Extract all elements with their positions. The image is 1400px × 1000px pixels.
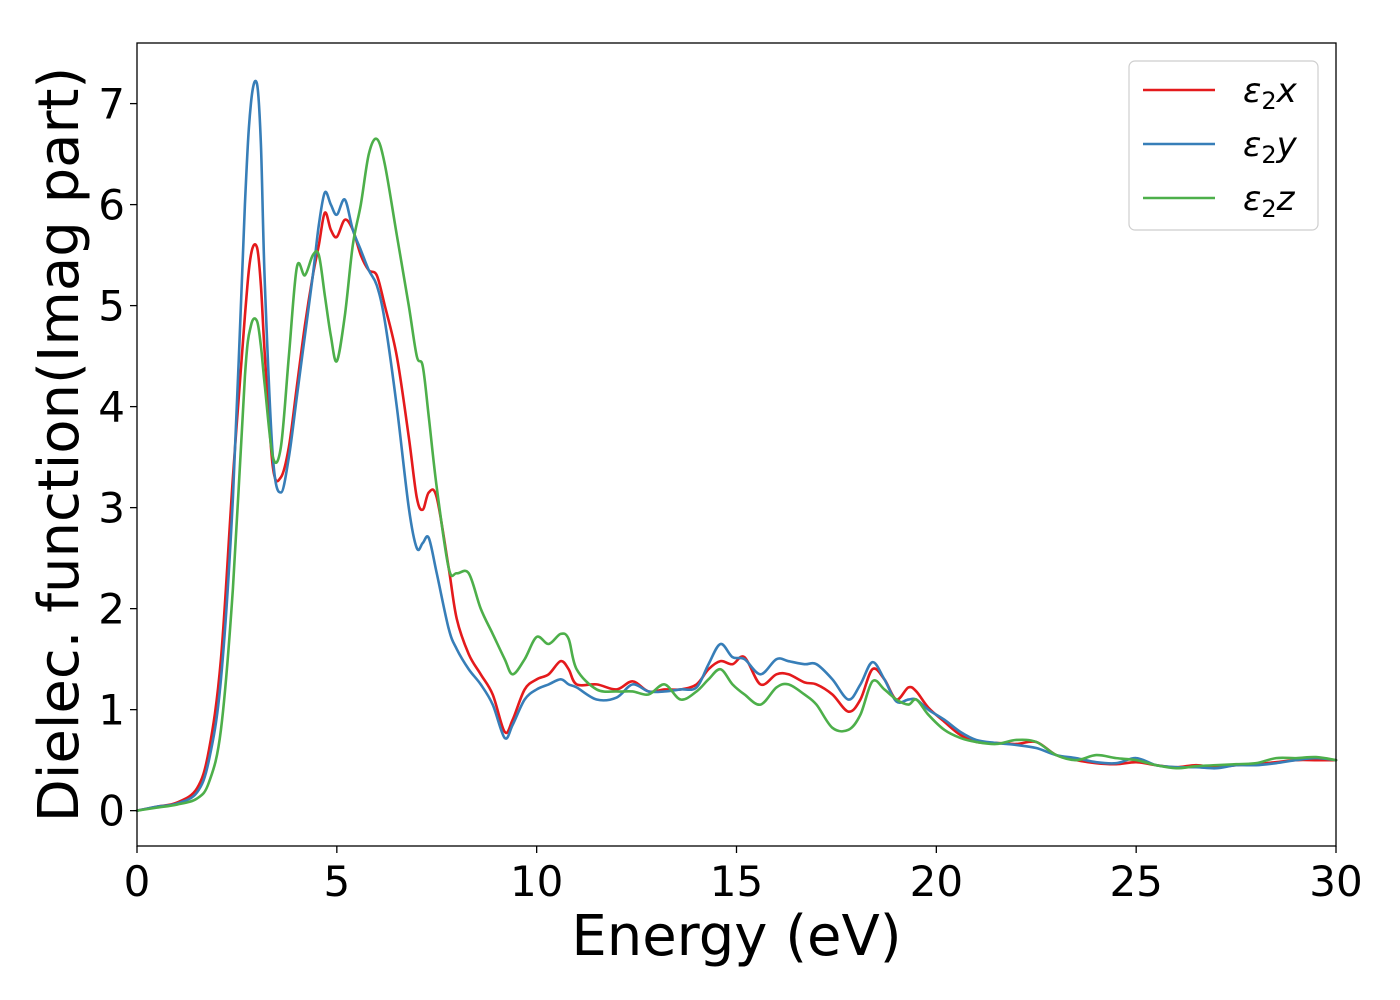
- x-tick-label: 25: [1109, 857, 1162, 906]
- x-tick-label: 20: [910, 857, 963, 906]
- x-tick-label: 5: [323, 857, 350, 906]
- series-line-y: [135, 79, 1338, 812]
- legend: ε2x ε2y ε2z: [1128, 60, 1319, 231]
- legend-box: [1128, 60, 1319, 231]
- y-axis-ticks: 0 1 2 3 4 5 6 7: [98, 80, 137, 836]
- x-axis-ticks: 0 5 10 15 20 25 30: [124, 846, 1363, 906]
- x-tick-label: 0: [124, 857, 151, 906]
- legend-label-y: ε2y: [1243, 125, 1298, 169]
- x-axis-label: Energy (eV): [571, 904, 901, 969]
- y-tick-label: 7: [98, 80, 125, 129]
- series-layer: [135, 79, 1338, 812]
- y-tick-label: 4: [98, 383, 125, 432]
- x-tick-label: 30: [1309, 857, 1362, 906]
- y-tick-label: 5: [98, 282, 125, 331]
- series-line-x: [135, 211, 1338, 812]
- x-tick-label: 15: [710, 857, 763, 906]
- y-tick-label: 1: [98, 686, 125, 735]
- y-tick-label: 3: [98, 484, 125, 533]
- series-line-z: [135, 137, 1338, 812]
- y-axis-label: Dielec. function(Imag part): [27, 67, 92, 823]
- y-tick-label: 6: [98, 181, 125, 230]
- x-tick-label: 10: [510, 857, 563, 906]
- legend-label-z: ε2z: [1243, 179, 1296, 223]
- y-tick-label: 0: [98, 787, 125, 836]
- legend-label-x: ε2x: [1243, 71, 1298, 115]
- y-tick-label: 2: [98, 585, 125, 634]
